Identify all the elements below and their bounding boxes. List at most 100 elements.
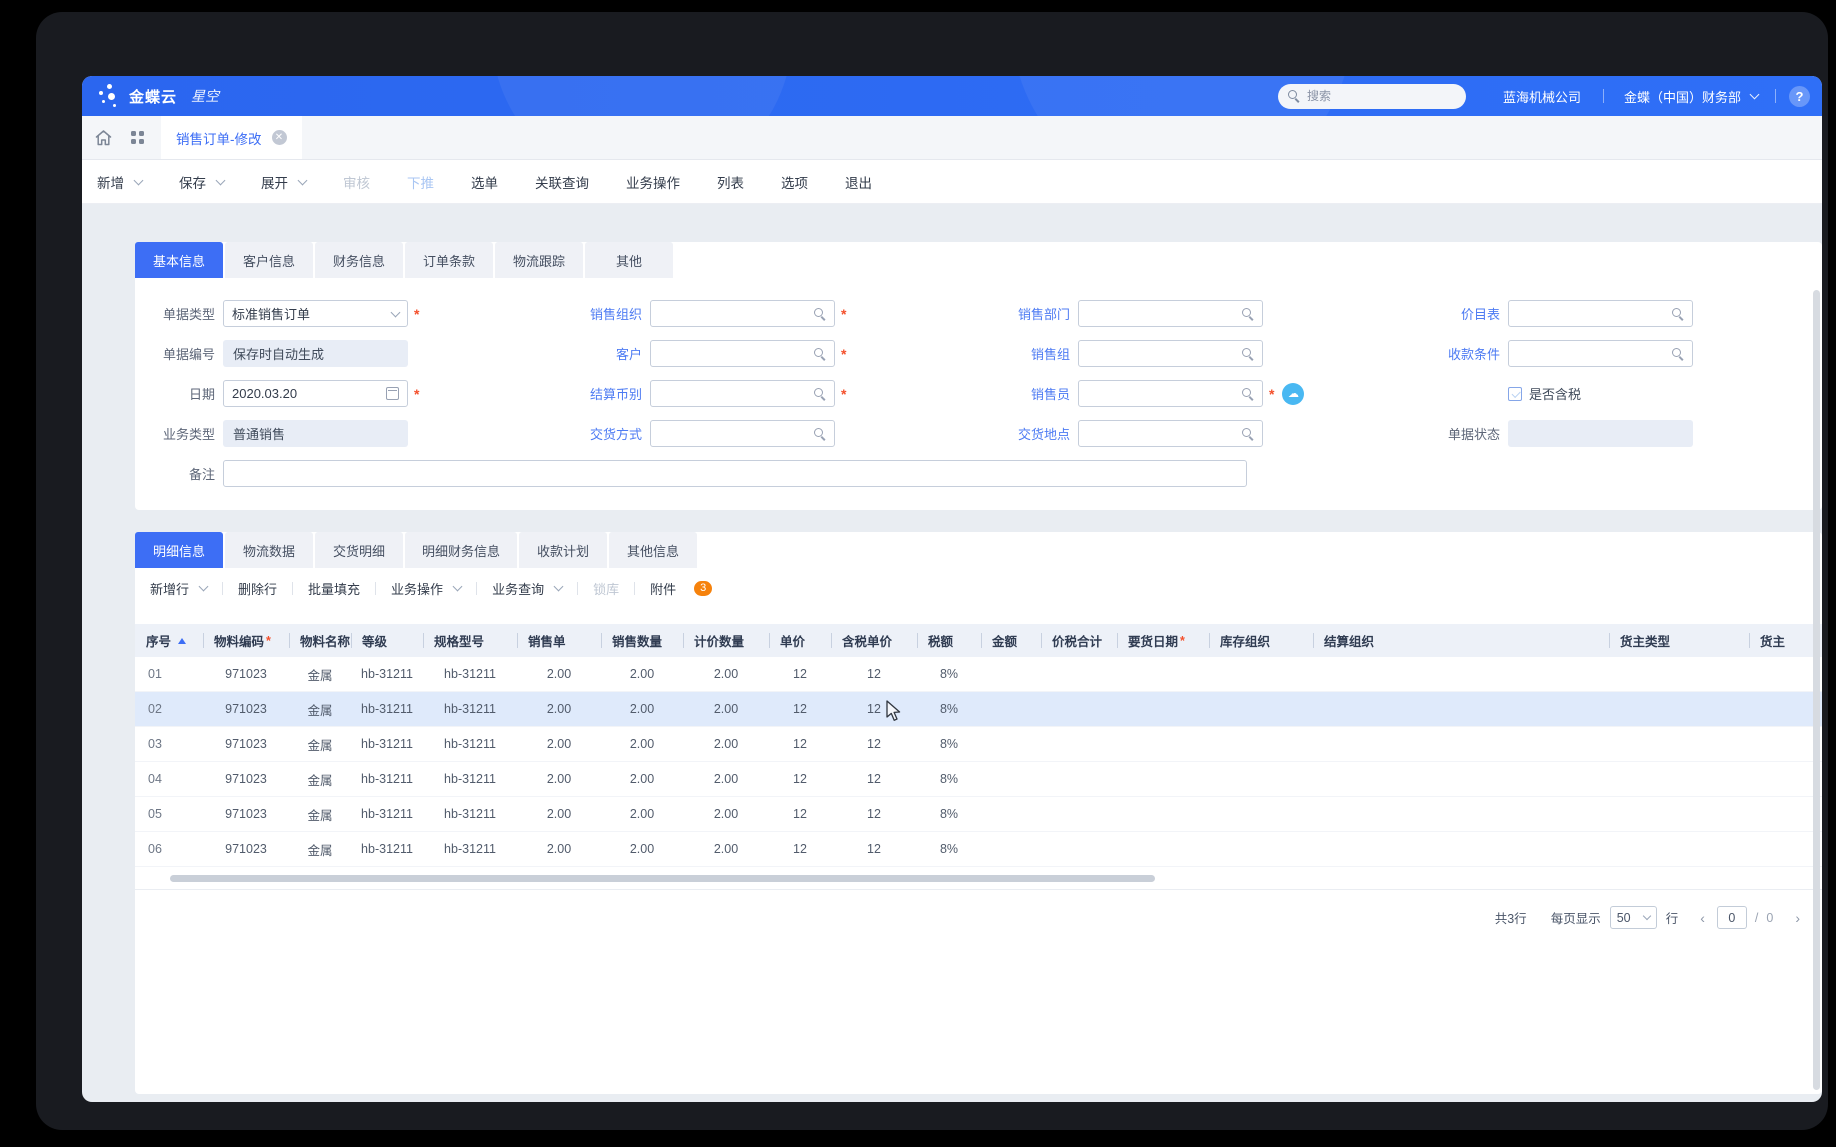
home-icon[interactable]: [95, 129, 112, 146]
chevron-down-icon[interactable]: [215, 175, 226, 185]
customer-lookup[interactable]: [650, 340, 835, 367]
add-row-button[interactable]: 新增行: [150, 579, 209, 598]
current-page-input[interactable]: 0: [1716, 906, 1747, 929]
search-icon[interactable]: [1242, 427, 1254, 440]
column-header[interactable]: 货主: [1749, 624, 1821, 657]
global-search[interactable]: [1277, 83, 1466, 109]
tab-other-info[interactable]: 其他信息: [609, 532, 698, 568]
business-query-button[interactable]: 业务查询: [492, 579, 564, 598]
column-header[interactable]: 等级: [351, 624, 423, 657]
list-button[interactable]: 列表: [717, 175, 744, 191]
price-list-lookup[interactable]: [1508, 300, 1693, 327]
close-icon[interactable]: ✕: [271, 130, 287, 145]
column-header[interactable]: 库存组织: [1209, 624, 1313, 657]
chevron-down-icon[interactable]: [452, 581, 463, 592]
new-button[interactable]: 新增: [97, 172, 144, 192]
currency-lookup[interactable]: [650, 380, 835, 407]
business-operation-button[interactable]: 业务操作: [626, 175, 680, 191]
chevron-down-icon[interactable]: [553, 581, 564, 592]
app-launcher-icon[interactable]: [131, 130, 145, 145]
tab-receipt-plan[interactable]: 收款计划: [519, 532, 608, 568]
column-header[interactable]: 结算组织: [1313, 624, 1609, 657]
chevron-down-icon[interactable]: [390, 307, 401, 317]
tab-detail-finance[interactable]: 明细财务信息: [405, 532, 518, 568]
next-page-button[interactable]: ›: [1795, 909, 1800, 926]
search-icon[interactable]: [814, 427, 826, 440]
table-row[interactable]: 06 971023 金属 hb-31211 hb-31211 2.00 2.00 2.00 12…: [135, 832, 1822, 867]
table-row[interactable]: 02 971023 金属 hb-31211 hb-31211 2.00 2.00 2.00 12…: [135, 692, 1822, 727]
delivery-place-lookup[interactable]: [1078, 420, 1263, 447]
page-scrollbar[interactable]: [1813, 290, 1820, 1090]
cloud-icon[interactable]: ☁: [1282, 382, 1305, 405]
save-button[interactable]: 保存: [179, 172, 226, 192]
tab-order-terms[interactable]: 订单条款: [405, 242, 493, 278]
column-header[interactable]: 单价: [769, 624, 831, 657]
column-header[interactable]: 含税单价: [831, 624, 917, 657]
user-department[interactable]: 金蝶（中国）财务部: [1623, 89, 1741, 105]
delete-row-button[interactable]: 删除行: [238, 581, 278, 597]
column-header[interactable]: 物料编码 *: [203, 624, 289, 657]
search-icon[interactable]: [814, 387, 826, 400]
tab-finance-info[interactable]: 财务信息: [315, 242, 403, 278]
search-icon[interactable]: [1672, 347, 1684, 360]
column-header[interactable]: 计价数量: [683, 624, 769, 657]
chevron-down-icon[interactable]: [133, 175, 144, 185]
column-header[interactable]: 规格型号: [423, 624, 517, 657]
column-header[interactable]: 销售单: [517, 624, 601, 657]
search-icon[interactable]: [1672, 307, 1684, 320]
sales-org-lookup[interactable]: [650, 300, 835, 327]
chevron-down-icon[interactable]: [198, 581, 209, 592]
detail-business-operation-button[interactable]: 业务操作: [391, 579, 463, 598]
options-button[interactable]: 选项: [781, 175, 808, 191]
search-icon[interactable]: [1242, 347, 1254, 360]
exit-button[interactable]: 退出: [845, 175, 872, 191]
doc-type-select[interactable]: 标准销售订单: [223, 300, 408, 327]
search-icon[interactable]: [1242, 307, 1254, 320]
table-row[interactable]: 01 971023 金属 hb-31211 hb-31211 2.00 2.00 2.00 12…: [135, 657, 1822, 692]
calendar-icon[interactable]: [386, 387, 399, 400]
table-row[interactable]: 04 971023 金属 hb-31211 hb-31211 2.00 2.00 2.00 12…: [135, 762, 1822, 797]
column-header[interactable]: 销售数量: [601, 624, 683, 657]
date-field[interactable]: 2020.03.20: [223, 380, 408, 407]
column-header[interactable]: 序号: [135, 624, 203, 657]
column-header[interactable]: 税额: [917, 624, 981, 657]
sort-ascending-icon[interactable]: [178, 637, 187, 644]
tab-other[interactable]: 其他: [585, 242, 673, 278]
sales-group-lookup[interactable]: [1078, 340, 1263, 367]
tab-logistics-data[interactable]: 物流数据: [225, 532, 313, 568]
column-header[interactable]: 物料名称: [289, 624, 351, 657]
tab-customer-info[interactable]: 客户信息: [225, 242, 313, 278]
table-row[interactable]: 05 971023 金属 hb-31211 hb-31211 2.00 2.00 2.00 12…: [135, 797, 1822, 832]
batch-fill-button[interactable]: 批量填充: [308, 581, 361, 597]
column-header[interactable]: 货主类型: [1609, 624, 1749, 657]
column-header[interactable]: 金额: [981, 624, 1041, 657]
payment-terms-lookup[interactable]: [1508, 340, 1693, 367]
related-query-button[interactable]: 关联查询: [535, 175, 589, 191]
chevron-down-icon[interactable]: [1749, 89, 1760, 100]
help-icon[interactable]: ?: [1789, 85, 1810, 107]
horizontal-scrollbar[interactable]: [170, 875, 1155, 882]
prev-page-button[interactable]: ‹: [1700, 909, 1705, 926]
search-icon[interactable]: [814, 307, 826, 320]
remark-input[interactable]: [223, 460, 1247, 487]
page-size-select[interactable]: 50: [1609, 906, 1657, 929]
expand-button[interactable]: 展开: [261, 172, 308, 192]
chevron-down-icon[interactable]: [297, 175, 308, 185]
tab-detail-info[interactable]: 明细信息: [135, 532, 223, 568]
column-header[interactable]: 要货日期 *: [1117, 624, 1209, 657]
search-icon[interactable]: [1242, 387, 1254, 400]
table-row[interactable]: 03 971023 金属 hb-31211 hb-31211 2.00 2.00 2.00 12…: [135, 727, 1822, 762]
delivery-method-lookup[interactable]: [650, 420, 835, 447]
select-doc-button[interactable]: 选单: [471, 175, 498, 191]
tab-basic-info[interactable]: 基本信息: [135, 242, 223, 278]
tax-included-checkbox[interactable]: [1508, 386, 1522, 401]
salesperson-lookup[interactable]: [1078, 380, 1263, 407]
tab-delivery-detail[interactable]: 交货明细: [315, 532, 403, 568]
tab-sales-order-edit[interactable]: 销售订单-修改 ✕: [161, 116, 302, 159]
sales-dept-lookup[interactable]: [1078, 300, 1263, 327]
attachment-button[interactable]: 附件 3: [650, 579, 713, 598]
column-header[interactable]: 价税合计: [1041, 624, 1117, 657]
tab-logistics-tracking[interactable]: 物流跟踪: [495, 242, 583, 278]
search-input[interactable]: [1306, 89, 1456, 103]
search-icon[interactable]: [814, 347, 826, 360]
